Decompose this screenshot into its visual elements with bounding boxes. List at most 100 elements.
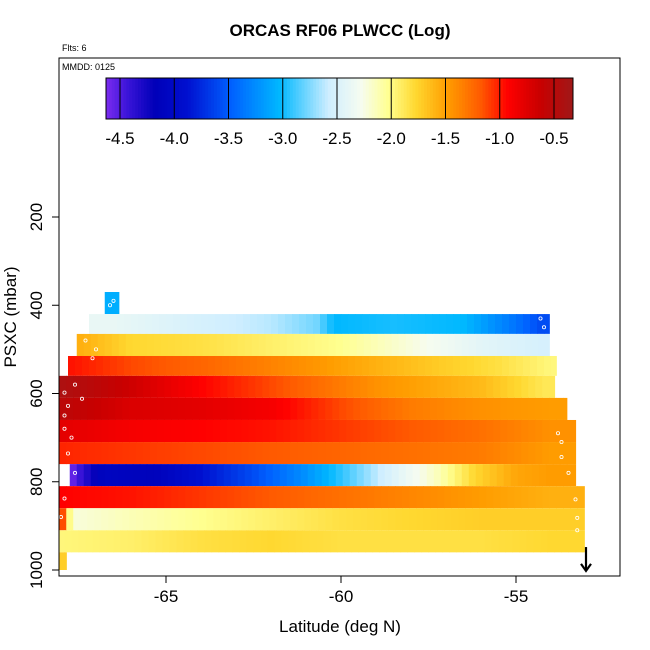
track-point: [62, 426, 67, 431]
heatmap-cell: [192, 397, 200, 420]
heatmap-cell: [321, 464, 330, 487]
heatmap-cell: [66, 442, 74, 465]
colorbar-tick-label: -1.0: [485, 129, 514, 148]
heatmap-cell: [195, 464, 204, 487]
heatmap-cell: [157, 442, 165, 465]
heatmap-cell: [545, 333, 550, 356]
heatmap-cell: [514, 397, 522, 420]
heatmap-cell: [164, 486, 172, 509]
heatmap-cell: [362, 355, 370, 376]
heatmap-cell: [199, 486, 207, 509]
heatmap-cell: [444, 442, 452, 465]
heatmap-cell: [430, 508, 438, 531]
heatmap-cell: [500, 442, 508, 465]
heatmap-cell: [111, 333, 120, 356]
heatmap-cell: [101, 508, 109, 531]
heatmap-cell: [381, 397, 389, 420]
heatmap-cell: [370, 333, 379, 356]
colorbar-swatch: [240, 78, 244, 119]
heatmap-cell: [360, 486, 368, 509]
colorbar-swatch: [529, 78, 533, 119]
heatmap-cell: [517, 333, 526, 356]
heatmap-cell: [430, 486, 438, 509]
heatmap-cell: [278, 355, 286, 376]
heatmap-cell: [405, 464, 414, 487]
x-axis-label: Latitude (deg N): [279, 617, 401, 636]
heatmap-cell: [258, 464, 267, 487]
heatmap-cell: [195, 333, 204, 356]
colorbar-swatch: [143, 78, 148, 119]
heatmap-cell: [344, 530, 353, 553]
heatmap-cell: [115, 375, 123, 398]
heatmap-cell: [202, 333, 211, 356]
heatmap-cell: [201, 355, 209, 376]
heatmap-cell: [178, 375, 186, 398]
heatmap-cell: [311, 375, 319, 398]
heatmap-cell: [521, 397, 529, 420]
heatmap-cell: [444, 397, 452, 420]
heatmap-cell: [120, 530, 129, 553]
heatmap-cell: [66, 508, 74, 531]
heatmap-cell: [325, 397, 333, 420]
colorbar-swatch: [520, 78, 524, 119]
heatmap-cell: [216, 333, 225, 356]
heatmap-cell: [398, 464, 407, 487]
heatmap-cell: [472, 486, 480, 509]
heatmap-cell: [117, 355, 125, 376]
heatmap-cell: [446, 314, 454, 334]
heatmap-cell: [346, 442, 354, 465]
heatmap-cell: [411, 314, 419, 334]
heatmap-cell: [94, 419, 102, 443]
heatmap-cell: [416, 375, 424, 398]
colorbar-tick-label: -2.0: [377, 129, 406, 148]
heatmap-cell: [115, 419, 123, 443]
colorbar-swatch: [470, 78, 475, 119]
heatmap-cell: [556, 508, 564, 531]
flights-note: Flts: 6: [62, 43, 87, 53]
heatmap-cell: [388, 419, 396, 443]
colorbar-swatch: [178, 78, 183, 119]
heatmap-cell: [318, 442, 326, 465]
heatmap-cell: [311, 508, 319, 531]
colorbar-swatch: [371, 78, 376, 119]
colorbar-swatch: [106, 78, 110, 119]
heatmap-cell: [570, 486, 578, 509]
heatmap-cell: [479, 397, 487, 420]
heatmap-cell: [486, 442, 494, 465]
heatmap-cell: [468, 333, 477, 356]
heatmap-cell: [139, 333, 148, 356]
y-tick-label: 800: [27, 468, 46, 496]
heatmap-cell: [143, 397, 151, 420]
heatmap-cell: [500, 375, 508, 398]
heatmap-cell: [293, 333, 302, 356]
heatmap-cell: [159, 355, 167, 376]
heatmap-cell: [90, 333, 99, 356]
heatmap-cell: [125, 464, 134, 487]
heatmap-cell: [458, 486, 466, 509]
x-tick-label: -65: [154, 587, 179, 606]
heatmap-cell: [454, 464, 463, 487]
heatmap-cell: [533, 530, 542, 553]
heatmap-cell: [220, 508, 228, 531]
colorbar-swatch: [272, 78, 276, 119]
heatmap-cell: [318, 375, 326, 398]
heatmap-cell: [484, 530, 493, 553]
track-point: [62, 390, 67, 395]
heatmap-cell: [285, 355, 293, 376]
heatmap-cell: [537, 355, 545, 376]
heatmap-cell: [260, 530, 269, 553]
colorbar-swatch: [482, 78, 486, 119]
heatmap-cell: [76, 333, 85, 356]
heatmap-cell: [73, 442, 81, 465]
y-axis: 200 400 600 800 1000: [27, 203, 60, 589]
heatmap-cell: [549, 442, 557, 465]
heatmap-cell: [395, 375, 403, 398]
heatmap-cell: [425, 314, 433, 334]
heatmap-cell: [568, 530, 577, 553]
track-point: [94, 347, 99, 352]
heatmap-cell: [561, 530, 570, 553]
heatmap-cell: [365, 530, 374, 553]
heatmap-cell: [297, 419, 305, 443]
heatmap-cell: [328, 333, 337, 356]
heatmap-cell: [488, 355, 496, 376]
